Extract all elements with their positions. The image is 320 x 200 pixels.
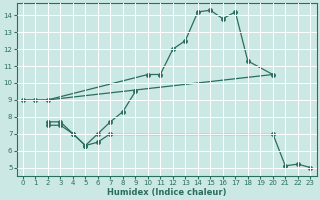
- X-axis label: Humidex (Indice chaleur): Humidex (Indice chaleur): [107, 188, 226, 197]
